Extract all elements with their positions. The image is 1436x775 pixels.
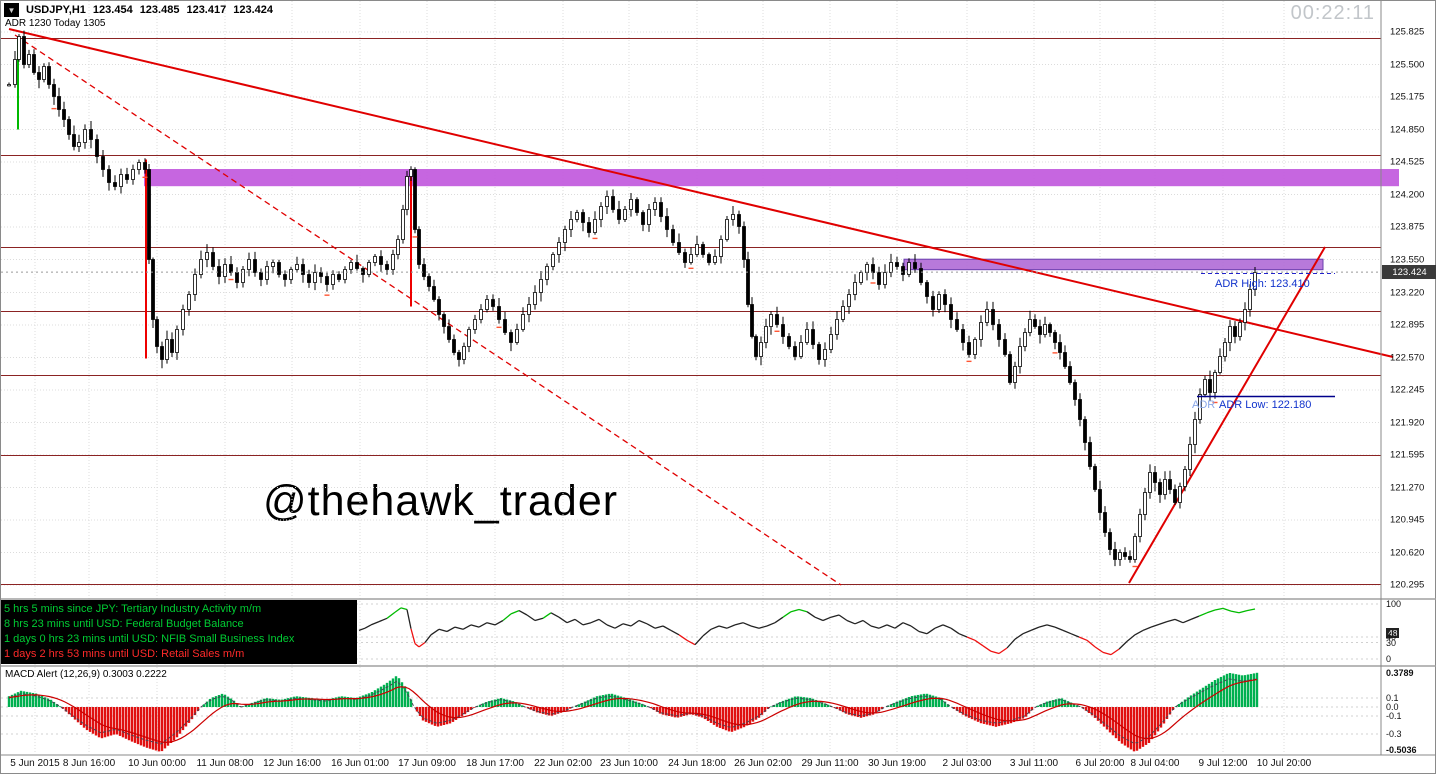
price-axis-label: 123.550 xyxy=(1390,254,1425,265)
price-axis-label: 122.570 xyxy=(1390,352,1425,363)
ohlc-high: 123.485 xyxy=(139,4,180,16)
time-axis-label: 23 Jun 10:00 xyxy=(600,758,658,769)
news-axis-label: 100 xyxy=(1386,599,1402,609)
news-axis-label: 48 xyxy=(1386,627,1400,638)
price-axis-label: 121.270 xyxy=(1390,482,1425,493)
ohlc-low: 123.417 xyxy=(186,4,227,16)
macd-axis-label: 0.0 xyxy=(1386,702,1399,712)
time-axis-label: 24 Jun 18:00 xyxy=(668,758,726,769)
time-axis-label: 6 Jul 20:00 xyxy=(1075,758,1125,769)
news-axis-label: 30 xyxy=(1386,637,1397,648)
time-axis-label: 2 Jul 03:00 xyxy=(942,758,992,769)
macd-axis-label: -0.1 xyxy=(1386,711,1402,721)
time-axis-label: 10 Jul 20:00 xyxy=(1256,758,1312,769)
news-event-line: 1 days 0 hrs 23 mins until USD: NFIB Sma… xyxy=(4,633,295,645)
price-axis-label: 121.595 xyxy=(1390,449,1425,461)
news-event-line: 8 hrs 23 mins until USD: Federal Budget … xyxy=(4,618,244,630)
adr-low-label: ADR Low: 122.180 xyxy=(1219,398,1312,411)
news-axis-label: 40 xyxy=(1386,632,1397,642)
time-axis-label: 29 Jun 11:00 xyxy=(801,758,859,769)
price-axis-label: 124.850 xyxy=(1390,124,1425,135)
time-axis-label: 16 Jun 01:00 xyxy=(331,758,389,769)
watermark-text: @thehawk_trader xyxy=(263,477,619,525)
price-axis-label: 122.895 xyxy=(1390,319,1425,331)
price-axis-label: 122.245 xyxy=(1390,384,1425,396)
ohlc-open: 123.454 xyxy=(92,4,133,16)
candle-countdown-timer: 00:22:11 xyxy=(1290,2,1375,24)
time-axis-label: 8 Jul 04:00 xyxy=(1130,758,1180,769)
adr-low-ghost-label: ADR xyxy=(1192,398,1216,411)
macd-axis-label: -0.3 xyxy=(1386,729,1402,739)
adr-info-text: ADR 1230 Today 1305 xyxy=(5,18,106,29)
current-price-badge: 123.424 xyxy=(1382,265,1436,280)
macd-axis-label: 0.3789 xyxy=(1386,667,1414,678)
time-axis-label: 22 Jun 02:00 xyxy=(534,758,592,769)
time-axis-label: 12 Jun 16:00 xyxy=(263,758,321,769)
price-axis-label: 125.825 xyxy=(1390,26,1425,38)
macd-indicator-title: MACD Alert (12,26,9) 0.3003 0.2222 xyxy=(5,669,167,680)
price-axis-label: 120.945 xyxy=(1390,514,1425,526)
news-events-box: 5 hrs 5 mins since JPY: Tertiary Industr… xyxy=(1,600,357,664)
time-axis-label: 18 Jun 17:00 xyxy=(466,758,524,769)
price-axis-label: 125.500 xyxy=(1390,59,1425,70)
price-axis-label: 124.525 xyxy=(1390,156,1425,168)
ohlc-close: 123.424 xyxy=(233,4,273,16)
symbol-dropdown-button[interactable]: ▼ xyxy=(4,3,19,17)
time-axis-label: 5 Jun 2015 xyxy=(10,758,60,769)
macd-axis-label: 0.1 xyxy=(1386,693,1399,703)
price-axis-label: 120.620 xyxy=(1390,547,1425,558)
time-axis-label: 3 Jul 11:00 xyxy=(1009,758,1059,769)
time-axis-label: 26 Jun 02:00 xyxy=(734,758,792,769)
time-axis-label: 30 Jun 19:00 xyxy=(868,758,926,769)
symbol-title: USDJPY,H1 xyxy=(26,4,86,16)
macd-axis-label: -0.5036 xyxy=(1386,745,1417,755)
time-axis-label: 10 Jun 00:00 xyxy=(128,758,186,769)
time-axis-label: 11 Jun 08:00 xyxy=(196,758,254,769)
price-axis-label: 121.920 xyxy=(1390,417,1425,428)
chevron-down-icon: ▼ xyxy=(7,5,16,15)
time-axis-label: 9 Jul 12:00 xyxy=(1198,758,1248,769)
news-event-line: 1 days 2 hrs 53 mins until USD: Retail S… xyxy=(4,648,245,660)
news-event-line: 5 hrs 5 mins since JPY: Tertiary Industr… xyxy=(4,603,262,615)
price-axis-label: 125.175 xyxy=(1390,91,1425,103)
price-axis-label: 120.295 xyxy=(1390,579,1425,591)
time-axis-label: 8 Jun 16:00 xyxy=(62,758,116,769)
adr-high-label: ADR High: 123.410 xyxy=(1215,277,1310,290)
price-axis-label: 123.220 xyxy=(1390,287,1425,298)
price-axis-label: 124.200 xyxy=(1390,189,1425,200)
news-axis-label: 0 xyxy=(1386,654,1392,664)
price-axis-label: 123.875 xyxy=(1390,221,1425,233)
symbol-bar: ▼ USDJPY,H1 123.454 123.485 123.417 123.… xyxy=(4,3,273,17)
time-axis-label: 17 Jun 09:00 xyxy=(398,758,456,769)
